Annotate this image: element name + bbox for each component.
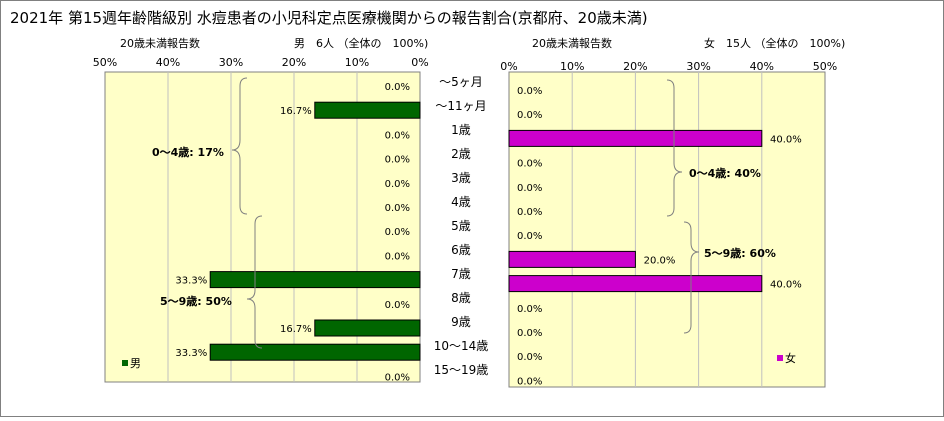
male-value-label: 0.0% (385, 155, 410, 166)
value-labels: 0.0% 16.7% 0.0% 0.0% 0.0% 0.0% 0.0% 0.0% 33.3% 0.… (175, 82, 801, 387)
gridlines (167, 72, 763, 387)
age-group-label: 5歳 (451, 219, 471, 233)
female-bar (508, 129, 763, 147)
female-value-label: 0.0% (517, 231, 542, 242)
female-value-label: 0.0% (517, 207, 542, 218)
age-group-label: 10～14歳 (434, 339, 489, 353)
male-value-label: 0.0% (385, 82, 410, 93)
female-tick-label: 0% (500, 60, 517, 73)
female-value-label: 40.0% (770, 134, 802, 145)
male-value-label: 0.0% (385, 130, 410, 141)
female-value-label: 0.0% (517, 376, 542, 387)
male-brace-5-9 (246, 215, 263, 349)
male-legend-swatch (122, 360, 128, 366)
male-tick-label: 0% (411, 56, 428, 69)
female-annotation-0-4: 0～4歳: 40% (689, 166, 761, 180)
male-value-label: 0.0% (385, 179, 410, 190)
male-value-label: 0.0% (385, 372, 410, 383)
female-annotation-5-9: 5～9歳: 60% (704, 246, 776, 260)
male-bar (314, 319, 421, 337)
axis-ticks: 50% 0% 40% 10% 30% 20% 20% 30% 10% 40% 0% 50% (93, 56, 837, 73)
male-value-label: 16.7% (280, 324, 312, 335)
male-tick-label: 30% (219, 56, 243, 69)
age-group-label: 2歳 (451, 147, 471, 161)
female-brace-0-4 (666, 79, 683, 217)
chart-title: 2021年 第15週年齢階級別 水痘患者の小児科定点医療機関からの報告割合(京都… (10, 9, 648, 27)
female-header-left: 20歳未満報告数 (532, 37, 612, 50)
female-bar (508, 275, 763, 293)
age-group-label: 3歳 (451, 171, 471, 185)
bars (209, 101, 763, 361)
female-value-label: 0.0% (517, 86, 542, 97)
age-group-label: ～5ヶ月 (439, 75, 483, 89)
male-tick-label: 40% (156, 56, 180, 69)
male-legend-label: 男 (130, 357, 141, 370)
male-value-label: 16.7% (280, 106, 312, 117)
braces (231, 77, 700, 349)
female-tick-label: 30% (686, 60, 710, 73)
male-header-right: 男 6人 （全体の 100%) (294, 36, 428, 50)
female-value-label: 0.0% (517, 183, 542, 194)
male-value-label: 33.3% (175, 276, 207, 287)
age-group-label: ～11ヶ月 (435, 99, 486, 113)
male-value-label: 0.0% (385, 300, 410, 311)
female-plot-area (508, 71, 826, 388)
male-value-label: 0.0% (385, 203, 410, 214)
age-group-label: 15～19歳 (434, 363, 489, 377)
male-bar (314, 101, 421, 119)
male-value-label: 33.3% (175, 348, 207, 359)
age-group-label: 4歳 (451, 195, 471, 209)
male-brace-0-4 (231, 77, 248, 215)
female-value-label: 40.0% (770, 280, 802, 291)
female-header-right: 女 15人 （全体の 100%) (704, 36, 845, 50)
male-annotation-5-9: 5～9歳: 50% (160, 294, 232, 308)
female-value-label: 0.0% (517, 110, 542, 121)
male-value-label: 0.0% (385, 251, 410, 262)
female-legend-swatch (777, 355, 783, 361)
age-group-label: 6歳 (451, 243, 471, 257)
female-tick-label: 20% (623, 60, 647, 73)
age-group-label: 9歳 (451, 315, 471, 329)
male-bar (209, 343, 421, 361)
male-tick-label: 10% (345, 56, 369, 69)
age-group-label: 1歳 (451, 123, 471, 137)
female-legend-label: 女 (785, 351, 796, 365)
female-value-label: 0.0% (517, 328, 542, 339)
male-header-left: 20歳未満報告数 (120, 37, 200, 50)
male-tick-label: 50% (93, 56, 117, 69)
female-tick-label: 40% (750, 60, 774, 73)
male-annotation-0-4: 0～4歳: 17% (152, 145, 224, 159)
male-tick-label: 20% (282, 56, 306, 69)
female-brace-5-9 (683, 221, 700, 334)
female-tick-label: 10% (560, 60, 584, 73)
female-tick-label: 50% (813, 60, 837, 73)
male-value-label: 0.0% (385, 227, 410, 238)
female-bar (508, 250, 636, 268)
female-value-label: 0.0% (517, 352, 542, 363)
female-value-label: 0.0% (517, 304, 542, 315)
age-group-label: 8歳 (451, 291, 471, 305)
age-group-label: 7歳 (451, 267, 471, 281)
female-value-label: 20.0% (644, 255, 676, 266)
female-value-label: 0.0% (517, 159, 542, 170)
male-bar (209, 271, 421, 289)
category-labels: ～5ヶ月 ～11ヶ月 1歳 2歳 3歳 4歳 5歳 6歳 7歳 8歳 9歳 10～14歳 15～19歳 (434, 75, 489, 377)
